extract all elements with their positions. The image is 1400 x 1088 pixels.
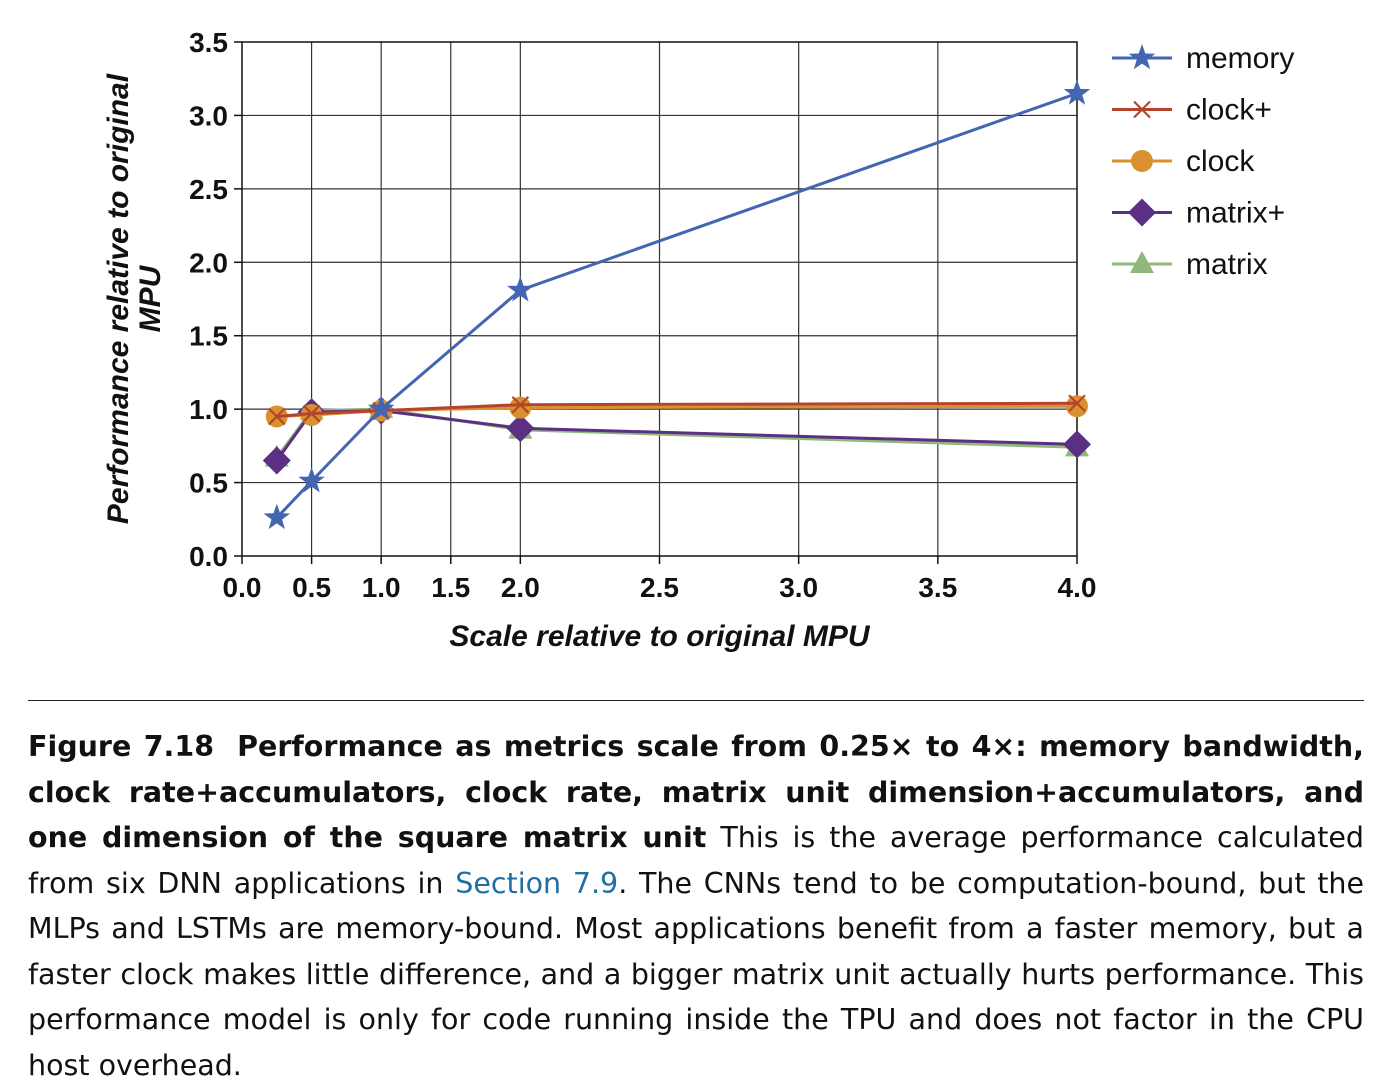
legend-swatch-marker <box>1128 198 1156 227</box>
matrix+-point <box>262 446 291 475</box>
y-axis-ticks: 0.0 0.5 1.0 1.5 2.0 2.5 3.0 3.5 <box>189 27 242 572</box>
legend-swatch-marker <box>1128 44 1156 70</box>
x-tick-label: 3.0 <box>779 572 818 603</box>
legend-label: clock+ <box>1186 94 1272 127</box>
legend-item-memory: memory <box>1112 42 1294 75</box>
x-tick-label: 0.0 <box>223 572 262 603</box>
clock+-point <box>511 395 530 414</box>
y-tick-label: 2.0 <box>189 247 228 278</box>
x-tick-label: 0.5 <box>292 572 331 603</box>
memory-point <box>507 276 534 302</box>
y-tick-label: 0.5 <box>189 468 228 499</box>
legend-label: clock <box>1186 145 1255 178</box>
matrix+-point <box>1063 430 1091 459</box>
clock-point <box>509 396 532 419</box>
performance-chart: 0.0 0.5 1.0 1.5 2.0 2.5 3.0 3.5 4.0 0.0 0.5 1.0 1.5… <box>102 27 1294 653</box>
y-tick-label: 3.5 <box>189 27 228 58</box>
caption-divider <box>28 700 1364 701</box>
legend-item-clock+: clock+ <box>1112 94 1272 127</box>
legend-swatch-marker <box>1131 150 1153 172</box>
x-axis-title: Scale relative to original MPU <box>449 620 870 653</box>
x-tick-label: 2.5 <box>640 572 679 603</box>
y-tick-label: 2.5 <box>189 174 228 205</box>
memory-point <box>263 503 291 530</box>
y-axis-title-line-1: Performance relative to original <box>102 73 135 524</box>
memory-point <box>367 395 395 421</box>
legend: memory clock+ clock matrix+ matrix <box>1112 42 1294 281</box>
caption-title: Performance as metrics scale from 0.25× … <box>28 730 1364 854</box>
x-tick-label: 1.0 <box>362 572 401 603</box>
caption-label: Figure 7.18 <box>28 730 215 763</box>
legend-swatch-marker <box>1130 251 1154 273</box>
legend-item-matrix+: matrix+ <box>1112 197 1285 230</box>
memory-line <box>275 91 1078 519</box>
section-link[interactable]: Section 7.9 <box>455 866 619 900</box>
memory-series <box>263 79 1091 530</box>
y-tick-label: 3.0 <box>189 100 228 131</box>
legend-swatch-marker <box>1133 100 1151 119</box>
x-tick-label: 3.5 <box>918 572 957 603</box>
legend-label: matrix+ <box>1186 197 1285 230</box>
x-tick-label: 4.0 <box>1058 572 1097 603</box>
series-layer <box>262 79 1091 530</box>
memory-point <box>298 467 325 493</box>
caption-text: This is the average performance calculat… <box>28 821 1364 900</box>
legend-label: memory <box>1186 42 1294 75</box>
clock+-point <box>268 407 286 426</box>
y-tick-label: 0.0 <box>189 541 228 572</box>
matrix+-point <box>506 414 535 443</box>
legend-label: matrix <box>1186 248 1268 281</box>
x-axis-ticks: 0.0 0.5 1.0 1.5 2.0 2.5 3.0 3.5 4.0 <box>223 556 1097 603</box>
y-axis-title-line-2: MPU <box>134 264 167 332</box>
memory-point <box>1063 79 1091 105</box>
x-tick-label: 2.0 <box>501 572 540 603</box>
legend-item-clock: clock <box>1112 145 1255 178</box>
y-tick-label: 1.5 <box>189 321 228 352</box>
figure-caption: Figure 7.18 Performance as metrics scale… <box>28 724 1364 1088</box>
legend-item-matrix: matrix <box>1112 248 1268 281</box>
caption-text-continued: . The CNNs tend to be computation-bound,… <box>28 866 1365 1082</box>
x-tick-label: 1.5 <box>431 572 470 603</box>
clock+-point <box>302 404 321 423</box>
clock+-point <box>1068 394 1086 413</box>
y-tick-label: 1.0 <box>189 394 228 425</box>
clock-point <box>1066 395 1088 418</box>
grid-lines <box>242 42 1077 556</box>
